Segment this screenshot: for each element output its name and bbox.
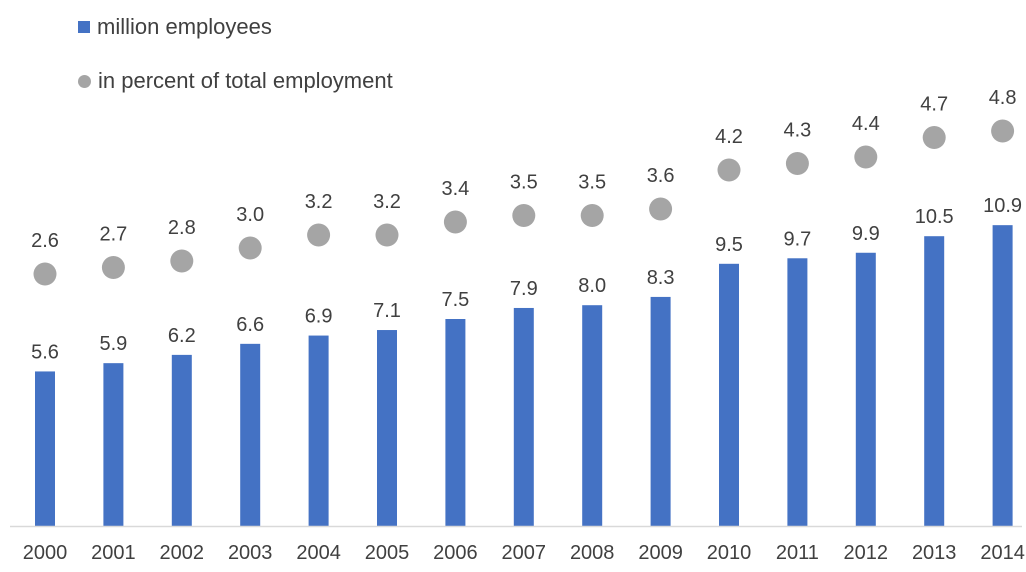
bar-value-label: 6.6	[236, 314, 264, 336]
bar-value-label: 5.9	[99, 333, 127, 355]
percent-value-label: 3.6	[647, 165, 675, 187]
bar-value-label: 6.2	[168, 325, 196, 347]
x-tick-label: 2002	[160, 542, 205, 564]
dot-series	[33, 119, 1015, 286]
percent-dot	[991, 119, 1015, 143]
x-tick-label: 2011	[776, 542, 819, 564]
x-tick-label: 2014	[980, 542, 1025, 564]
bar-value-label: 5.6	[31, 341, 59, 363]
bar	[855, 252, 876, 526]
bar	[103, 363, 124, 526]
percent-value-label: 3.0	[236, 204, 264, 226]
bar	[240, 343, 261, 526]
x-tick-label: 2013	[912, 542, 957, 564]
percent-dot	[443, 210, 467, 234]
bar-series	[35, 225, 1013, 526]
legend-dot-swatch	[78, 74, 91, 88]
percent-dot	[33, 262, 57, 286]
x-tick-label: 2007	[502, 542, 547, 564]
bar-value-label: 9.9	[852, 223, 880, 245]
percent-value-label: 3.5	[510, 172, 538, 194]
x-tick-label: 2005	[365, 542, 410, 564]
x-tick-label: 2012	[844, 542, 889, 564]
legend-label-bars: million employees	[97, 14, 272, 39]
percent-value-label: 4.3	[783, 120, 811, 142]
percent-value-label: 3.5	[578, 172, 606, 194]
x-tick-label: 2004	[296, 542, 341, 564]
bar-value-label: 7.1	[373, 300, 401, 322]
percent-dot	[717, 158, 741, 182]
percent-value-label: 3.2	[373, 191, 401, 213]
percent-dot	[785, 152, 809, 175]
bar-value-label: 7.5	[441, 289, 469, 311]
data-labels: 5.6 2.6 5.9 2.7 6.2 2.8 6.6 3.0 6.9 3.2 7.1 3.2 7.5 3…	[31, 87, 1022, 363]
percent-dot	[922, 126, 946, 149]
x-tick-label: 2009	[638, 542, 683, 564]
bar-value-label: 10.9	[983, 195, 1022, 217]
percent-dot	[580, 204, 604, 227]
bar	[992, 225, 1013, 526]
percent-dot	[375, 223, 399, 247]
bar-value-label: 6.9	[305, 306, 333, 328]
percent-value-label: 2.8	[168, 217, 196, 239]
bar	[171, 354, 192, 526]
legend-label-dots: in percent of total employment	[98, 68, 393, 93]
percent-value-label: 4.7	[920, 94, 948, 116]
bar	[308, 335, 329, 526]
x-axis-tick-labels: 2000 2001 2002 2003 2004 2005 2006 2007 2008 2009…	[23, 542, 1025, 564]
percent-value-label: 4.8	[989, 87, 1017, 109]
bar-value-label: 9.5	[715, 234, 743, 256]
bar-value-label: 8.3	[647, 267, 675, 289]
bar	[377, 330, 397, 526]
x-tick-label: 2008	[570, 542, 615, 564]
percent-dot	[854, 145, 878, 169]
percent-value-label: 2.6	[31, 230, 59, 252]
legend: million employees in percent of total em…	[78, 12, 393, 120]
percent-value-label: 3.2	[305, 191, 333, 213]
x-tick-label: 2006	[433, 542, 478, 564]
bar	[35, 371, 55, 526]
bar-value-label: 8.0	[578, 275, 606, 297]
legend-item-bars: million employees	[78, 12, 393, 42]
legend-item-dots: in percent of total employment	[78, 66, 393, 96]
x-tick-label: 2003	[228, 542, 273, 564]
percent-value-label: 3.4	[441, 178, 469, 200]
bar	[582, 305, 603, 526]
bar	[787, 258, 808, 526]
bar-value-label: 10.5	[915, 206, 954, 228]
percent-value-label: 4.2	[715, 126, 743, 148]
bar-value-label: 7.9	[510, 278, 538, 300]
legend-bar-swatch	[78, 21, 90, 33]
bar	[719, 263, 739, 526]
percent-value-label: 2.7	[99, 224, 127, 246]
percent-dot	[238, 236, 262, 260]
x-tick-label: 2010	[707, 542, 752, 564]
bar	[445, 319, 466, 526]
percent-dot	[649, 197, 673, 221]
percent-value-label: 4.4	[852, 113, 880, 135]
bar	[924, 236, 945, 526]
percent-dot	[307, 223, 331, 247]
bar	[513, 307, 534, 526]
x-tick-label: 2001	[91, 542, 136, 564]
bar-value-label: 9.7	[783, 228, 811, 250]
bar	[650, 296, 671, 526]
percent-dot	[512, 204, 536, 227]
percent-dot	[101, 256, 125, 279]
percent-dot	[170, 249, 194, 273]
x-tick-label: 2000	[23, 542, 68, 564]
